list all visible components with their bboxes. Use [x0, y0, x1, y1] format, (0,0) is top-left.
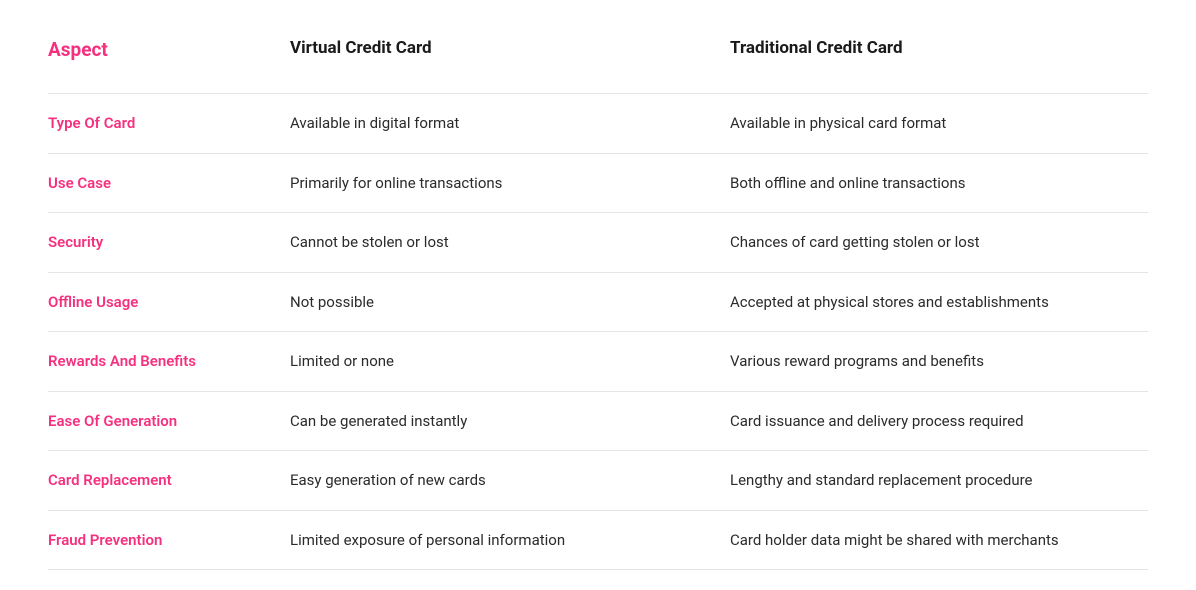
traditional-value: Card issuance and delivery process requi…: [730, 391, 1148, 451]
traditional-value: Card holder data might be shared with me…: [730, 510, 1148, 570]
aspect-label: Type Of Card: [48, 94, 290, 154]
aspect-label: Fraud Prevention: [48, 510, 290, 570]
virtual-value: Can be generated instantly: [290, 391, 730, 451]
traditional-value: Available in physical card format: [730, 94, 1148, 154]
table-row: Offline Usage Not possible Accepted at p…: [48, 272, 1148, 332]
traditional-value: Both offline and online transactions: [730, 153, 1148, 213]
column-header-aspect: Aspect: [48, 20, 290, 94]
table-row: Ease Of Generation Can be generated inst…: [48, 391, 1148, 451]
traditional-value: Chances of card getting stolen or lost: [730, 213, 1148, 273]
aspect-label: Ease Of Generation: [48, 391, 290, 451]
virtual-value: Limited or none: [290, 332, 730, 392]
comparison-table: Aspect Virtual Credit Card Traditional C…: [48, 20, 1148, 570]
traditional-value: Accepted at physical stores and establis…: [730, 272, 1148, 332]
table-row: Card Replacement Easy generation of new …: [48, 451, 1148, 511]
traditional-value: Lengthy and standard replacement procedu…: [730, 451, 1148, 511]
column-header-virtual: Virtual Credit Card: [290, 20, 730, 94]
table-row: Use Case Primarily for online transactio…: [48, 153, 1148, 213]
table-row: Type Of Card Available in digital format…: [48, 94, 1148, 154]
virtual-value: Not possible: [290, 272, 730, 332]
table-row: Rewards And Benefits Limited or none Var…: [48, 332, 1148, 392]
virtual-value: Primarily for online transactions: [290, 153, 730, 213]
table-header-row: Aspect Virtual Credit Card Traditional C…: [48, 20, 1148, 94]
virtual-value: Cannot be stolen or lost: [290, 213, 730, 273]
aspect-label: Offline Usage: [48, 272, 290, 332]
aspect-label: Security: [48, 213, 290, 273]
traditional-value: Various reward programs and benefits: [730, 332, 1148, 392]
column-header-traditional: Traditional Credit Card: [730, 20, 1148, 94]
table-row: Security Cannot be stolen or lost Chance…: [48, 213, 1148, 273]
aspect-label: Card Replacement: [48, 451, 290, 511]
table-row: Fraud Prevention Limited exposure of per…: [48, 510, 1148, 570]
aspect-label: Use Case: [48, 153, 290, 213]
virtual-value: Easy generation of new cards: [290, 451, 730, 511]
virtual-value: Available in digital format: [290, 94, 730, 154]
aspect-label: Rewards And Benefits: [48, 332, 290, 392]
virtual-value: Limited exposure of personal information: [290, 510, 730, 570]
